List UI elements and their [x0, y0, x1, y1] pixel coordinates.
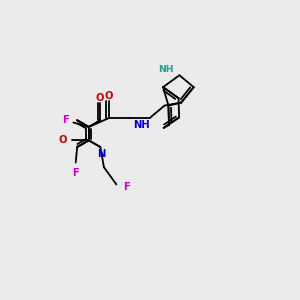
Text: NH: NH [133, 120, 149, 130]
Text: O: O [95, 93, 104, 103]
Text: NH: NH [159, 65, 174, 74]
Text: O: O [58, 135, 67, 145]
Text: O: O [104, 91, 113, 101]
Text: F: F [123, 182, 130, 192]
Text: F: F [62, 115, 69, 125]
Text: F: F [72, 168, 79, 178]
Text: N: N [97, 148, 105, 159]
